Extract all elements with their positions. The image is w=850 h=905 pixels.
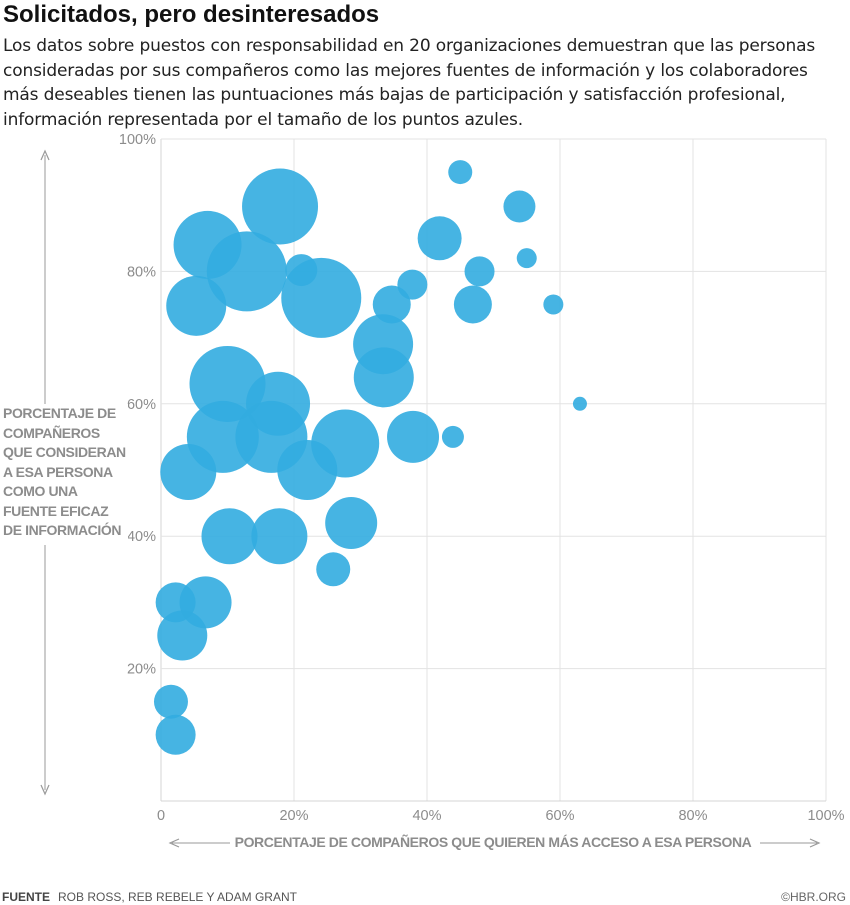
source-label: FUENTE xyxy=(2,890,50,904)
bubble-point xyxy=(516,248,537,269)
bubble-point xyxy=(166,275,227,336)
bubble-point xyxy=(453,285,492,324)
bubble-point xyxy=(572,396,587,411)
bubble-point xyxy=(311,409,380,478)
chart-subtitle: Los datos sobre puestos con responsabili… xyxy=(3,36,816,130)
x-tick-label: 0 xyxy=(157,808,165,824)
y-tick-label: 20% xyxy=(127,662,156,678)
bubble-point xyxy=(464,256,495,287)
x-arrowhead-left-icon xyxy=(168,838,180,848)
footer-source: FUENTE ROB ROSS, REB REBELE Y ADAM GRANT xyxy=(2,890,297,904)
bubble-point xyxy=(353,347,414,408)
bubble-point xyxy=(155,714,196,755)
bubble-point xyxy=(543,294,564,315)
y-arrowhead-up-icon xyxy=(40,149,50,161)
y-tick-label: 100% xyxy=(119,132,156,148)
scatter-chart: 0 20% 40% 60% 80% 100% 20% 40% 60% 80% 100% PORCEN… xyxy=(40,132,845,850)
bubble-point xyxy=(372,285,411,324)
y-tick-label: 80% xyxy=(127,264,156,280)
x-tick-label: 40% xyxy=(412,808,441,824)
y-tick-label: 60% xyxy=(127,397,156,413)
axis-arrows xyxy=(40,149,821,848)
chart-title: Solicitados, pero desinteresados xyxy=(3,1,380,28)
source-text: ROB ROSS, REB REBELE Y ADAM GRANT xyxy=(58,890,297,904)
bubble-point xyxy=(417,216,462,261)
bubble-point xyxy=(441,425,464,448)
bubble-point xyxy=(201,508,258,565)
bubble-point xyxy=(316,552,351,587)
x-tick-label: 60% xyxy=(545,808,574,824)
bubble-point xyxy=(242,168,319,245)
bubble-point xyxy=(281,257,362,338)
x-tick-label: 20% xyxy=(279,808,308,824)
bubble-point xyxy=(153,684,188,719)
y-arrowhead-down-icon xyxy=(40,784,50,796)
bubble-point xyxy=(157,610,208,661)
bubble-point xyxy=(251,508,308,565)
x-tick-label: 80% xyxy=(678,808,707,824)
bubble-point xyxy=(206,231,287,312)
bubble-point xyxy=(397,269,428,300)
y-axis-label: PORCENTAJE DE COMPAÑEROS QUE CONSIDERAN … xyxy=(3,404,128,541)
x-axis-label: PORCENTAJE DE COMPAÑEROS QUE QUIEREN MÁS… xyxy=(235,833,752,850)
bubble-point xyxy=(448,160,473,185)
bubble-point xyxy=(503,190,536,223)
bubble-point xyxy=(387,410,440,463)
footer-credit: ©HBR.ORG xyxy=(781,890,846,904)
x-tick-label: 100% xyxy=(807,808,844,824)
bubble-point xyxy=(325,496,378,549)
bubbles xyxy=(153,160,587,755)
x-arrowhead-right-icon xyxy=(809,838,821,848)
bubble-point xyxy=(160,443,217,500)
tick-labels: 0 20% 40% 60% 80% 100% 20% 40% 60% 80% 100% xyxy=(119,132,845,824)
y-tick-label: 40% xyxy=(127,529,156,545)
